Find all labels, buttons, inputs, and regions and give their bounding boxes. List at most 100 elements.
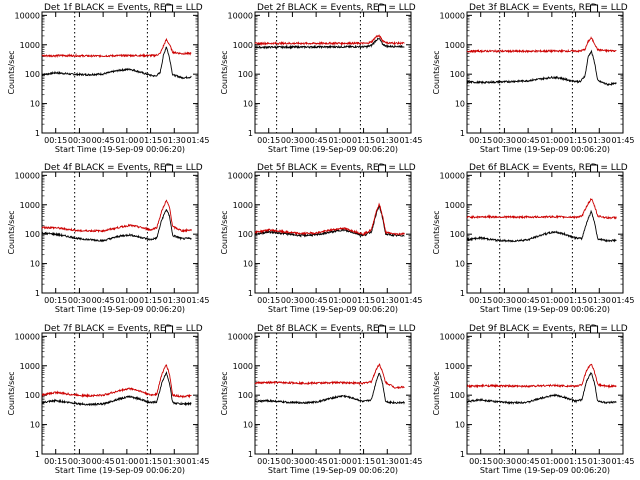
y-tick-label: 1000 <box>20 41 40 50</box>
x-tick-label: 01:45 <box>611 296 634 305</box>
y-tick-label: 1000 <box>445 41 465 50</box>
x-tick-label: 01:00 <box>115 296 138 305</box>
x-tick-label: 01:00 <box>115 136 138 145</box>
y-tick-label: 10000 <box>15 171 40 180</box>
x-tick-label: 01:00 <box>540 296 563 305</box>
y-tick-label: 1 <box>460 129 465 138</box>
detector-panel: Det 1f BLACK = Events, RED = LLD 1 10 100 10… <box>7 3 210 154</box>
x-tick-label: 00:30 <box>281 296 304 305</box>
series-line <box>41 371 192 407</box>
x-tick-label: 00:15 <box>469 296 492 305</box>
x-tick-label: 00:30 <box>68 457 91 466</box>
series-line <box>466 363 617 389</box>
x-tick-label: 01:30 <box>588 457 611 466</box>
series-line <box>41 364 192 399</box>
y-tick-label: 10 <box>243 260 253 269</box>
x-tick-label: 01:00 <box>328 296 351 305</box>
y-tick-label: 10000 <box>440 171 465 180</box>
x-tick-label: 00:30 <box>493 457 516 466</box>
x-tick-label: 01:45 <box>186 296 209 305</box>
y-tick-label: 1 <box>35 129 40 138</box>
x-tick-label: 00:45 <box>305 136 328 145</box>
y-tick-label: 10000 <box>228 11 253 20</box>
plot-frame <box>41 11 199 134</box>
y-tick-label: 10000 <box>228 171 253 180</box>
y-tick-label: 10 <box>30 100 40 109</box>
x-tick-label: 01:15 <box>352 136 375 145</box>
x-tick-label: 01:15 <box>352 457 375 466</box>
panel-title: Det 6f BLACK = Events, RED = LLD <box>469 163 628 173</box>
x-tick-label: 00:15 <box>257 296 280 305</box>
y-axis-label: Counts/sec <box>220 371 229 415</box>
x-axis-label: Start Time (19-Sep-09 00:06:20) <box>268 145 398 154</box>
y-tick-label: 100 <box>450 391 465 400</box>
x-tick-label: 00:45 <box>92 136 115 145</box>
x-tick-label: 01:15 <box>352 296 375 305</box>
y-tick-label: 100 <box>238 70 253 79</box>
series-line <box>41 199 192 234</box>
series-line <box>466 36 617 54</box>
plot-frame <box>41 332 199 455</box>
y-tick-label: 1000 <box>20 201 40 210</box>
x-tick-label: 00:30 <box>493 136 516 145</box>
x-tick-label: 01:00 <box>540 136 563 145</box>
peak-marker <box>378 325 387 334</box>
y-tick-label: 100 <box>450 230 465 239</box>
x-axis-label: Start Time (19-Sep-09 00:06:20) <box>480 466 610 475</box>
x-tick-label: 01:45 <box>611 457 634 466</box>
series-line <box>466 372 617 405</box>
detector-panel: Det 3f BLACK = Events, RED = LLD 1 10 100 10… <box>432 3 635 154</box>
series-line <box>466 49 617 87</box>
series-line <box>41 46 192 80</box>
y-tick-label: 1 <box>248 129 253 138</box>
series-line <box>254 202 405 237</box>
y-tick-label: 1 <box>248 450 253 459</box>
y-tick-label: 10 <box>455 421 465 430</box>
y-tick-label: 100 <box>450 70 465 79</box>
y-axis-label: Counts/sec <box>220 50 229 94</box>
y-tick-label: 10000 <box>440 11 465 20</box>
panel-title: Det 5f BLACK = Events, RED = LLD <box>257 163 416 173</box>
x-tick-label: 01:30 <box>376 296 399 305</box>
series-line <box>466 209 617 243</box>
x-tick-label: 01:45 <box>611 136 634 145</box>
y-tick-label: 10000 <box>440 332 465 341</box>
x-tick-label: 00:30 <box>493 296 516 305</box>
x-tick-label: 00:15 <box>257 136 280 145</box>
panel-title: Det 3f BLACK = Events, RED = LLD <box>469 3 628 13</box>
plot-frame <box>466 11 624 134</box>
x-tick-label: 00:30 <box>68 136 91 145</box>
detector-panel: Det 8f BLACK = Events, RED = LLD 1 10 100 10… <box>220 324 423 475</box>
y-tick-label: 1000 <box>233 362 253 371</box>
y-tick-label: 1000 <box>233 41 253 50</box>
panel-title: Det 7f BLACK = Events, RED = LLD <box>44 324 203 334</box>
x-tick-label: 01:15 <box>564 136 587 145</box>
detector-panel: Det 7f BLACK = Events, RED = LLD 1 10 100 10… <box>7 324 210 475</box>
detector-panel: Det 9f BLACK = Events, RED = LLD 1 10 100 10… <box>432 324 635 475</box>
x-tick-label: 00:15 <box>44 296 67 305</box>
y-axis-label: Counts/sec <box>220 210 229 254</box>
x-tick-label: 01:30 <box>163 296 186 305</box>
x-tick-label: 01:45 <box>399 457 422 466</box>
x-axis-label: Start Time (19-Sep-09 00:06:20) <box>268 466 398 475</box>
y-tick-label: 1 <box>460 450 465 459</box>
y-tick-label: 1 <box>35 450 40 459</box>
y-tick-label: 10 <box>455 100 465 109</box>
x-tick-label: 00:30 <box>281 136 304 145</box>
x-axis-label: Start Time (19-Sep-09 00:06:20) <box>55 466 185 475</box>
y-tick-label: 1000 <box>20 362 40 371</box>
x-tick-label: 01:30 <box>588 136 611 145</box>
panel-title: Det 9f BLACK = Events, RED = LLD <box>469 324 628 334</box>
y-tick-label: 1000 <box>233 201 253 210</box>
y-tick-label: 1000 <box>445 201 465 210</box>
y-axis-label: Counts/sec <box>432 210 441 254</box>
x-tick-label: 00:15 <box>44 136 67 145</box>
series-line <box>41 37 192 59</box>
y-axis-label: Counts/sec <box>432 50 441 94</box>
x-tick-label: 01:00 <box>328 457 351 466</box>
series-line <box>466 197 617 220</box>
x-tick-label: 01:15 <box>139 136 162 145</box>
x-axis-label: Start Time (19-Sep-09 00:06:20) <box>480 305 610 314</box>
series-line <box>41 209 192 243</box>
